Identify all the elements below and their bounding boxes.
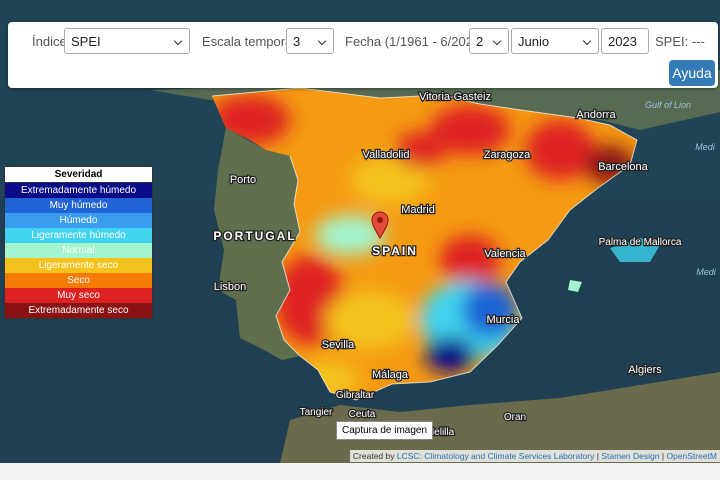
help-button[interactable]: Ayuda [669, 60, 715, 86]
place-label: Sevilla [322, 339, 355, 351]
legend: Severidad Extremadamente húmedo Muy húmed… [4, 166, 153, 319]
legend-item: Extremadamente húmedo [5, 183, 152, 198]
place-label: Medi [695, 142, 716, 152]
place-label: Barcelona [598, 161, 648, 173]
control-panel: Índice SPEI Escala temporal 3 Fecha (1/1… [8, 22, 718, 88]
place-label: Valencia [484, 248, 526, 260]
attribution-part[interactable]: OpenStreetM [666, 451, 717, 461]
place-label: Vitoria-Gasteiz [419, 91, 491, 103]
place-label: Madrid [401, 204, 435, 216]
date-label: Fecha (1/1961 - 6/2023) [345, 34, 485, 49]
place-label: Tangier [300, 407, 333, 418]
month-select[interactable]: Junio [511, 28, 599, 54]
place-label: Murcia [486, 314, 520, 326]
attribution-part: Created by [352, 451, 395, 461]
attribution-part[interactable]: LCSC: Climatology and Climate Services L… [396, 451, 595, 461]
scale-label: Escala temporal [202, 34, 296, 49]
legend-item: Húmedo [5, 213, 152, 228]
attribution-part: | [661, 451, 665, 461]
spei-readout: SPEI: --- [655, 34, 705, 49]
place-label: Andorra [576, 109, 616, 121]
legend-item: Ligeramente húmedo [5, 228, 152, 243]
footer-bar [0, 463, 720, 480]
legend-item: Extremadamente seco [5, 303, 152, 318]
legend-item: Muy seco [5, 288, 152, 303]
place-label: Málaga [372, 369, 409, 381]
legend-item: Muy húmedo [5, 198, 152, 213]
place-label: Palma de Mallorca [599, 237, 682, 248]
index-select[interactable]: SPEI [64, 28, 190, 54]
legend-item: Normal [5, 243, 152, 258]
place-label: SPAIN [372, 244, 418, 258]
place-label: Lisbon [214, 281, 246, 293]
place-label: PORTUGAL [213, 229, 296, 243]
attribution-part[interactable]: Stamen Design [601, 451, 660, 461]
place-label: Valladolid [363, 149, 410, 161]
place-label: Gibraltar [336, 390, 375, 401]
legend-title: Severidad [5, 167, 152, 183]
index-label: Índice [32, 34, 67, 49]
attribution: Created by LCSC: Climatology and Climate… [349, 450, 720, 462]
day-select[interactable]: 2 [469, 28, 509, 54]
marker-pin[interactable] [371, 211, 389, 239]
place-label: Zaragoza [484, 149, 531, 161]
place-label: Oran [504, 412, 526, 423]
place-label: Medi [696, 267, 717, 277]
scale-select[interactable]: 3 [286, 28, 334, 54]
place-label: Porto [230, 174, 256, 186]
year-input[interactable]: 2023 [601, 28, 649, 54]
place-label: Gulf of Lion [645, 100, 691, 110]
tooltip: Captura de imagen [336, 421, 434, 440]
legend-item: Ligeramente seco [5, 258, 152, 273]
place-label: Algiers [628, 364, 662, 376]
place-label: Ceuta [349, 409, 376, 420]
attribution-part: | [596, 451, 599, 461]
legend-item: Seco [5, 273, 152, 288]
